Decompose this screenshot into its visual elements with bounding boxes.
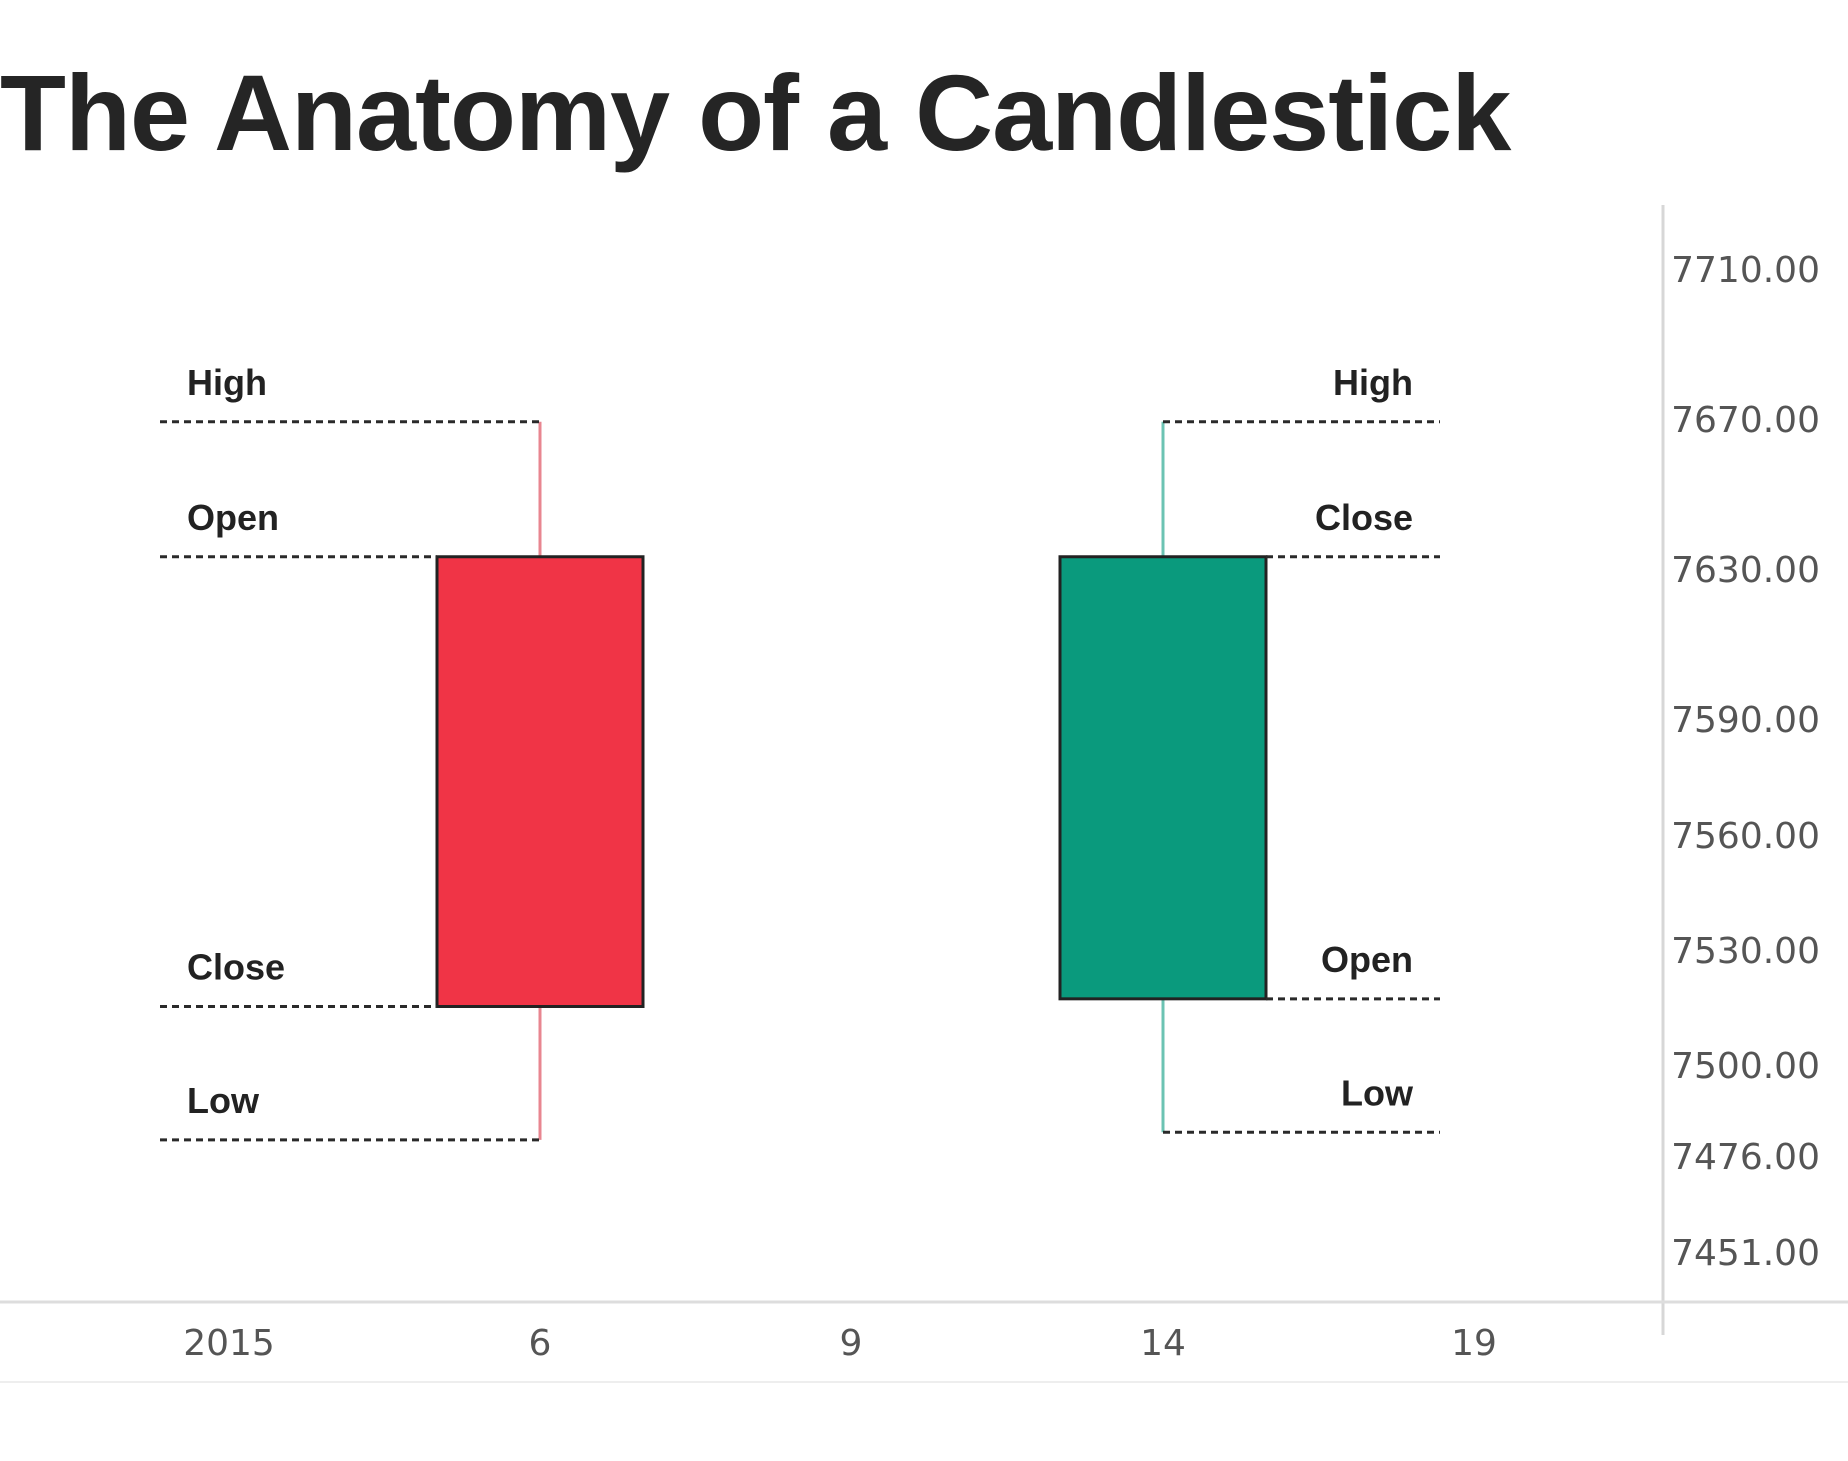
bearish-open-label: Open (187, 497, 279, 538)
candles-layer: High Open Close Low High Open Close Low (160, 362, 1440, 1142)
y-tick-label: 7451.00 (1671, 1233, 1820, 1274)
y-tick-label: 7530.00 (1671, 931, 1820, 972)
bearish-high-label: High (187, 362, 267, 403)
y-tick-label: 7630.00 (1671, 550, 1820, 591)
bullish-open-label: Open (1321, 939, 1413, 980)
x-tick-label: 2015 (183, 1323, 275, 1364)
x-tick-label: 6 (529, 1323, 552, 1364)
y-tick-label: 7670.00 (1671, 400, 1820, 441)
page-title: The Anatomy of a Candlestick (0, 52, 1511, 173)
bullish-high-label: High (1333, 362, 1413, 403)
x-tick-labels: 2015 6 9 14 19 (183, 1323, 1497, 1364)
plot-area (0, 205, 1848, 1385)
x-tick-label: 14 (1140, 1323, 1186, 1364)
x-tick-label: 9 (840, 1323, 863, 1364)
bullish-low-label: Low (1341, 1072, 1414, 1113)
bearish-low-label: Low (187, 1080, 260, 1121)
bullish-close-label: Close (1315, 497, 1413, 538)
x-tick-label: 19 (1451, 1323, 1497, 1364)
y-tick-labels: 7710.00 7670.00 7630.00 7590.00 7560.00 … (1671, 250, 1820, 1274)
y-tick-label: 7710.00 (1671, 250, 1820, 291)
y-tick-label: 7560.00 (1671, 816, 1820, 857)
y-tick-label: 7476.00 (1671, 1137, 1820, 1178)
y-tick-label: 7590.00 (1671, 700, 1820, 741)
y-tick-label: 7500.00 (1671, 1046, 1820, 1087)
bullish-candle-body (1058, 555, 1268, 1001)
bearish-close-label: Close (187, 947, 285, 988)
bearish-candle-body (435, 555, 645, 1008)
